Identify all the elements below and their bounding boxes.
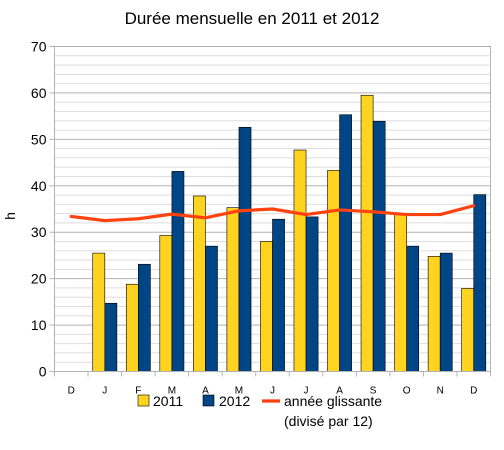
y-tick-label: 0 [39,364,47,380]
legend-label-2011: 2011 [153,393,183,409]
legend-swatch-2012 [202,394,215,407]
bar-2012 [439,252,453,372]
bar-2012 [205,245,218,372]
bar-2011 [125,283,139,372]
x-tick-label: J [270,386,275,397]
rolling-average-line [69,204,476,223]
y-tick-label: 20 [31,271,47,287]
bar-2012 [138,263,151,372]
bar-2011 [260,241,273,372]
chart-title: Durée mensuelle en 2011 et 2012 [125,9,380,28]
bar-2012 [372,120,386,372]
y-axis-label: h [2,212,18,220]
x-tick-label: J [304,386,309,397]
x-tick-label: M [168,386,176,397]
x-tick-label: A [336,386,343,397]
bar-2011 [92,252,106,372]
bar-2012 [406,245,420,372]
axes: 0 10 20 30 40 50 60 70 D J F M A M J J A S O N D [31,39,491,397]
bar-2012 [272,218,285,372]
y-tick-label: 60 [31,85,47,101]
x-tick-label: F [135,386,141,397]
bar-2011 [293,149,307,372]
bar-2012 [171,171,185,372]
bar-2012 [473,194,487,372]
bar-2011 [193,195,206,372]
legend-label-2012: 2012 [219,393,250,409]
bar-2011 [360,94,374,372]
bar-2011 [327,170,340,372]
bar-2011 [427,256,441,372]
x-tick-label: N [437,386,444,397]
x-tick-label: M [235,386,243,397]
bar-2011 [226,207,240,372]
legend-swatch-2011 [137,394,150,407]
legend-label-rolling-average-line-2: (divisé par 12) [284,413,373,429]
bar-2012 [305,216,319,372]
bars [92,94,487,372]
x-tick-label: D [470,386,477,397]
bar-2012 [339,114,352,372]
y-tick-label: 50 [31,131,47,147]
x-tick-label: J [102,386,107,397]
legend-label-rolling-average-line-1: année glissante [284,393,382,409]
x-tick-label: O [403,386,411,397]
x-tick-label: A [202,386,209,397]
legend: 2011 2012 année glissante (divisé par 12) [137,393,382,429]
x-tick-label: S [370,386,377,397]
x-tick-label: D [68,386,75,397]
y-tick-label: 70 [31,39,47,55]
bar-2011 [461,288,475,372]
line-series-rolling-average [69,204,476,223]
bar-2012 [104,302,118,372]
bar-2012 [238,126,252,372]
y-tick-label: 10 [31,317,47,333]
bar-2011 [394,213,407,372]
y-tick-label: 30 [31,224,47,240]
bar-2011 [159,235,173,372]
y-tick-label: 40 [31,178,47,194]
